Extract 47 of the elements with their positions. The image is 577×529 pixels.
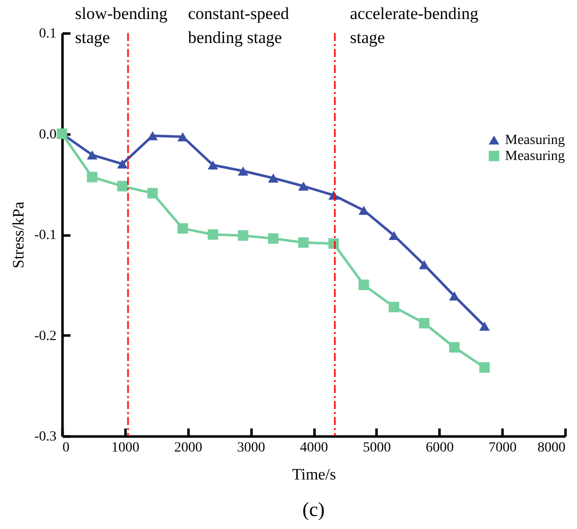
point (268, 233, 279, 244)
x-tick-label: 6000 (426, 440, 454, 456)
x-tick-label: 5000 (362, 440, 391, 456)
annotation: slow-bending stage (75, 4, 168, 47)
point (479, 322, 490, 331)
point (238, 166, 248, 176)
point (298, 182, 309, 191)
point (238, 230, 248, 241)
point (358, 280, 370, 290)
x-tick-label: 4000 (300, 440, 328, 456)
legend-label: Measuring (505, 133, 565, 148)
x-tick-label: 1000 (111, 440, 140, 456)
point (418, 260, 430, 270)
annotation: accelerate-bending stage (350, 4, 479, 47)
y-tick-label: 0.1 (39, 26, 56, 42)
point (86, 172, 98, 182)
point (388, 302, 400, 312)
point (479, 362, 490, 373)
point (117, 159, 128, 169)
y-tick-label: -0.2 (34, 328, 56, 344)
point (449, 342, 460, 353)
point (177, 132, 188, 142)
point (86, 150, 98, 160)
point (298, 237, 309, 248)
x-tick-label: 2000 (174, 440, 202, 456)
point (147, 188, 158, 198)
x-tick-label: 7000 (488, 440, 517, 456)
point (388, 230, 400, 240)
point (208, 229, 218, 240)
y-tick-label: 0.0 (39, 127, 56, 142)
y-axis-title: Stress/kPa (10, 202, 28, 268)
annotation: constant-speed bending stage (188, 4, 290, 47)
legend-label: Measuring (505, 149, 565, 164)
point (208, 160, 218, 170)
point (268, 174, 279, 183)
x-tick-label: 3000 (237, 440, 266, 456)
x-tick-label: 0 (62, 440, 70, 456)
x-tick-label: 8000 (538, 440, 566, 456)
point (147, 131, 158, 140)
y-tick-label: -0.3 (34, 430, 56, 444)
x-axis-title: Time/s (292, 466, 336, 484)
point (177, 223, 188, 234)
point (449, 291, 460, 300)
y-tick-label: -0.1 (34, 228, 56, 243)
point (418, 318, 430, 328)
text: (c) (302, 499, 325, 521)
point (117, 180, 128, 192)
